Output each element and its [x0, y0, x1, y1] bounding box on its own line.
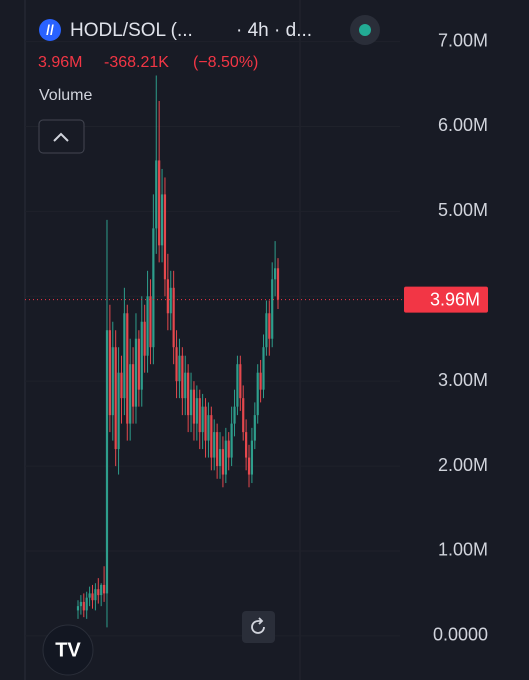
- candle-body: [105, 330, 109, 594]
- candle-body: [198, 398, 201, 433]
- candle-body: [256, 372, 259, 416]
- candle-body: [195, 398, 198, 424]
- y-tick-label: 6.00M: [438, 115, 488, 135]
- candle-body: [111, 347, 114, 416]
- change: -368.21K: [104, 54, 169, 71]
- y-tick-label: 2.00M: [438, 455, 488, 475]
- change-pct: (−8.50%): [193, 54, 258, 71]
- candle-body: [108, 330, 111, 416]
- candle-body: [152, 228, 155, 348]
- candle-body: [233, 406, 236, 424]
- candle-body: [216, 432, 219, 467]
- candle-body: [187, 372, 190, 416]
- candle-body: [146, 296, 149, 356]
- y-tick-label: 1.00M: [438, 540, 488, 560]
- header: // HODL/SOL (... · 4h · d... 3.96M -368.…: [38, 15, 380, 154]
- candle-body: [268, 313, 271, 339]
- candle-body: [210, 415, 213, 458]
- last-price-box: [404, 286, 488, 313]
- candle-body: [100, 584, 103, 596]
- interval[interactable]: · 4h · d...: [236, 20, 312, 41]
- candle-body: [227, 440, 230, 458]
- candle-body: [247, 457, 251, 475]
- candle-body: [88, 593, 91, 598]
- reset-button[interactable]: [242, 611, 275, 643]
- candle-body: [192, 389, 196, 424]
- candle-body: [230, 423, 233, 458]
- logo-mark: TV: [55, 639, 81, 661]
- candle-body: [207, 415, 210, 441]
- candle-body: [181, 355, 184, 399]
- candle-body: [265, 313, 268, 348]
- candle-body: [91, 593, 94, 601]
- symbol[interactable]: HODL/SOL (...: [70, 20, 193, 41]
- last-price-label: 3.96M: [430, 289, 480, 309]
- candle-body: [221, 449, 225, 475]
- price: 3.96M: [38, 54, 82, 71]
- candle-body: [175, 347, 178, 382]
- candle-body: [242, 398, 245, 433]
- candle-body: [253, 415, 256, 441]
- y-tick-label: 3.00M: [438, 370, 488, 390]
- candle-body: [102, 584, 106, 594]
- candle-body: [274, 268, 277, 280]
- candle-body: [117, 372, 120, 450]
- symbol-icon: [39, 19, 61, 41]
- candle-body: [163, 194, 167, 280]
- candle-body: [123, 313, 126, 399]
- candle-body: [97, 589, 100, 596]
- candle-body: [276, 268, 280, 300]
- candle-body: [79, 601, 82, 607]
- candle-body: [250, 440, 254, 475]
- reset-icon: [251, 617, 265, 634]
- candle-body: [271, 279, 274, 339]
- y-tick-label: 7.00M: [438, 30, 488, 50]
- candle-body: [155, 160, 158, 229]
- candle-body: [94, 589, 97, 601]
- candle-body: [160, 194, 164, 246]
- candle-body: [82, 601, 85, 611]
- candle-body: [178, 355, 181, 382]
- status-dot: [359, 24, 371, 36]
- y-tick-label: 5.00M: [438, 200, 488, 220]
- candle-body: [120, 372, 123, 399]
- candle-body: [169, 287, 172, 314]
- candle-body: [85, 597, 88, 611]
- candle-body: [166, 279, 169, 314]
- candle-body: [204, 406, 207, 441]
- candle-body: [137, 338, 140, 390]
- candle-body: [149, 296, 152, 348]
- candle-body: [172, 287, 175, 348]
- candle-body: [134, 338, 138, 407]
- candle-body: [189, 389, 193, 416]
- candle-body: [184, 372, 187, 399]
- indicator-label[interactable]: Volume: [39, 87, 92, 104]
- candle-body: [76, 606, 80, 611]
- candle-body: [201, 406, 204, 433]
- candle-body: [131, 364, 135, 407]
- logo[interactable]: [42, 624, 94, 676]
- collapse-button[interactable]: [38, 119, 85, 154]
- candle-body: [114, 347, 117, 450]
- candle-body: [239, 364, 242, 399]
- candle-body: [213, 432, 216, 458]
- candle-body: [126, 313, 129, 424]
- candle-body: [262, 347, 265, 390]
- candle-body: [245, 432, 248, 458]
- candle-body: [143, 321, 146, 356]
- y-tick-label: 0.0000: [433, 625, 488, 645]
- candle-body: [140, 321, 143, 390]
- candle-body: [224, 440, 227, 475]
- candle-body: [158, 160, 161, 246]
- collapse-icon: [53, 132, 69, 142]
- candle-body: [129, 364, 132, 424]
- candle-body: [259, 372, 262, 390]
- icon-glyph: //: [46, 22, 54, 38]
- candle-body: [218, 449, 222, 467]
- candle-body: [236, 364, 239, 407]
